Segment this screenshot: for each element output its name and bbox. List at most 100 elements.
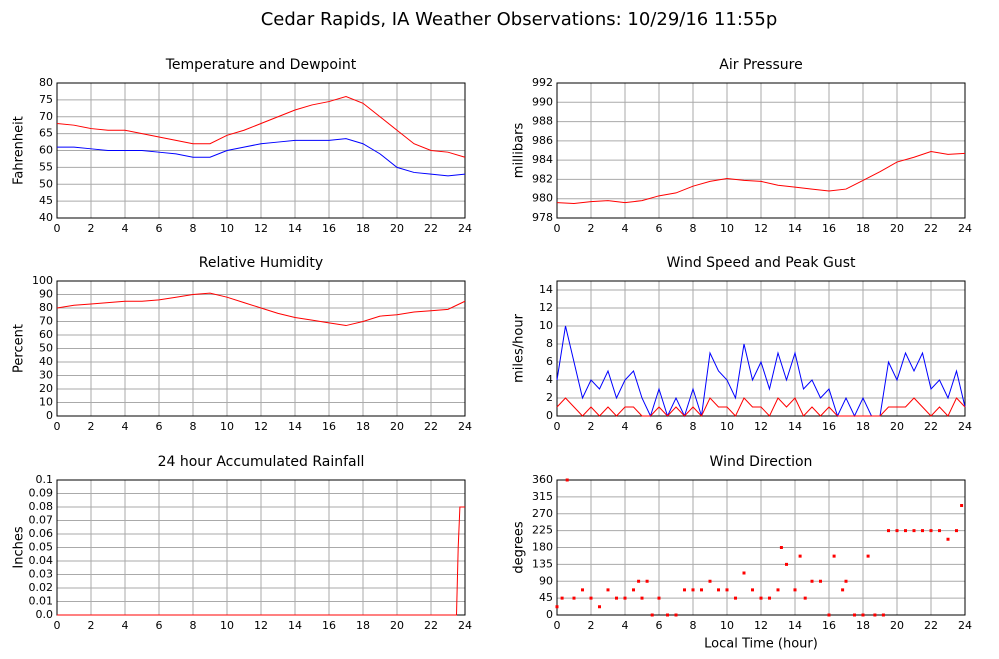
y-tick-label: 45 (539, 591, 553, 604)
x-axis-label: Local Time (hour) (704, 637, 818, 652)
y-tick-label: 2 (546, 391, 553, 404)
x-tick-label: 14 (788, 222, 802, 235)
data-point (666, 613, 669, 617)
y-tick-label: 315 (532, 490, 553, 503)
x-tick-label: 20 (890, 420, 904, 433)
x-tick-label: 16 (322, 420, 336, 433)
y-tick-label: 0.05 (29, 541, 54, 554)
data-point (798, 554, 802, 558)
x-tick-label: 6 (156, 420, 163, 433)
x-tick-label: 12 (754, 420, 768, 433)
y-tick-label: 8 (546, 337, 553, 350)
x-tick-label: 2 (588, 420, 595, 433)
x-tick-label: 14 (288, 420, 302, 433)
y-tick-label: 40 (39, 355, 53, 368)
y-axis-label: degrees (512, 521, 527, 574)
x-tick-label: 24 (958, 420, 972, 433)
y-tick-label: 90 (539, 574, 553, 587)
y-tick-label: 225 (532, 524, 553, 537)
y-tick-label: 80 (39, 76, 53, 89)
data-point (866, 554, 870, 558)
data-point (895, 529, 899, 533)
data-line (556, 397, 966, 417)
x-tick-label: 20 (890, 619, 904, 632)
y-tick-label: 984 (532, 153, 553, 166)
data-line (556, 150, 966, 205)
x-tick-label: 0 (54, 420, 61, 433)
data-point (841, 588, 845, 592)
y-tick-label: 55 (39, 160, 53, 173)
data-point (844, 579, 848, 583)
y-tick-label: 0.0 (36, 608, 54, 621)
x-tick-label: 4 (622, 420, 629, 433)
x-tick-label: 24 (458, 420, 472, 433)
y-tick-label: 30 (39, 369, 53, 382)
y-tick-label: 0.02 (29, 581, 54, 594)
data-point (810, 579, 814, 583)
panel-title: Temperature and Dewpoint (165, 57, 357, 73)
y-axis-label: millibars (512, 123, 527, 179)
y-tick-label: 0.01 (29, 595, 54, 608)
data-point (873, 613, 877, 617)
y-tick-label: 60 (39, 144, 53, 157)
y-tick-label: 0.08 (29, 500, 54, 513)
y-tick-label: 0 (46, 409, 53, 422)
data-point (938, 529, 941, 533)
x-tick-label: 18 (856, 619, 870, 632)
x-tick-label: 24 (458, 222, 472, 235)
data-line (556, 325, 966, 418)
y-tick-label: 980 (532, 192, 553, 205)
x-tick-label: 16 (322, 619, 336, 632)
plot-frame (56, 82, 466, 219)
x-tick-label: 10 (220, 420, 234, 433)
data-point (717, 588, 720, 592)
data-line (56, 95, 466, 158)
page-title: Cedar Rapids, IA Weather Observations: 1… (261, 9, 778, 30)
x-tick-label: 14 (288, 619, 302, 632)
data-point (904, 529, 907, 533)
y-tick-label: 986 (532, 134, 553, 147)
data-point (742, 571, 746, 575)
y-tick-label: 60 (39, 328, 53, 341)
data-point (674, 613, 678, 617)
data-point (861, 613, 865, 617)
data-line (57, 506, 465, 616)
y-tick-label: 988 (532, 115, 553, 128)
x-tick-label: 22 (424, 420, 438, 433)
data-point (632, 588, 635, 592)
x-tick-label: 8 (690, 420, 697, 433)
data-point (768, 596, 771, 600)
data-point (779, 546, 783, 549)
x-tick-label: 22 (924, 420, 938, 433)
x-tick-label: 0 (54, 222, 61, 235)
x-tick-label: 2 (88, 222, 95, 235)
panel-title: 24 hour Accumulated Rainfall (158, 454, 365, 470)
x-tick-label: 22 (924, 222, 938, 235)
data-point (700, 588, 703, 592)
data-point (572, 596, 576, 600)
data-point (960, 504, 964, 507)
data-point (555, 605, 559, 609)
data-point (819, 579, 822, 583)
x-tick-label: 6 (656, 619, 663, 632)
y-tick-label: 990 (532, 95, 553, 108)
x-tick-label: 4 (622, 619, 629, 632)
y-tick-label: 50 (39, 177, 53, 190)
y-tick-label: 135 (532, 557, 553, 570)
x-tick-label: 12 (254, 222, 268, 235)
y-tick-label: 982 (532, 172, 553, 185)
data-point (759, 596, 763, 600)
data-point (598, 605, 601, 609)
x-tick-label: 8 (190, 420, 197, 433)
y-tick-label: 0.09 (29, 487, 54, 500)
y-tick-label: 10 (39, 396, 53, 409)
x-tick-label: 20 (890, 222, 904, 235)
data-point (853, 613, 856, 617)
data-point (887, 529, 890, 533)
x-tick-label: 24 (458, 619, 472, 632)
data-point (912, 529, 916, 533)
plot-frame (56, 280, 466, 417)
x-tick-label: 16 (322, 222, 336, 235)
data-point (581, 588, 584, 592)
